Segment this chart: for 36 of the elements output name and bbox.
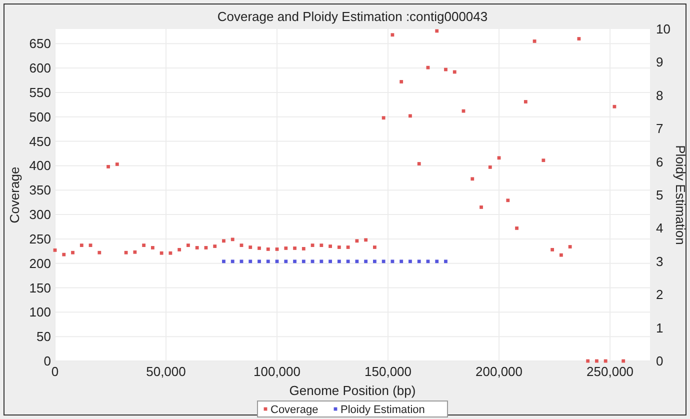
y-tick-label: 300 <box>29 207 51 222</box>
y-tick-label: 200 <box>29 256 51 271</box>
y-tick-label: 150 <box>29 280 51 296</box>
y2-tick-label: 5 <box>656 188 664 202</box>
y-tick-label: 550 <box>29 84 51 100</box>
x-tick-label: 200,000 <box>476 364 523 379</box>
y-axis-title: Coverage <box>7 166 22 224</box>
y2-tick-label: 8 <box>656 88 664 103</box>
y-tick-label: 450 <box>29 134 51 149</box>
y-tick-label: 350 <box>29 182 51 198</box>
y2-tick-label: 10 <box>656 22 670 36</box>
y2-tick-label: 4 <box>656 220 664 236</box>
y2-tick-label: 6 <box>656 154 664 170</box>
y-tick-label: 50 <box>36 329 51 344</box>
y2-axis-title: Ploidy Estimation <box>673 145 688 245</box>
y2-tick-label: 9 <box>656 54 664 70</box>
y-tick-label: 400 <box>29 158 51 174</box>
x-tick-label: 150,000 <box>364 364 412 379</box>
y2-tick-label: 2 <box>656 287 664 302</box>
y-tick-label: 650 <box>29 36 51 52</box>
y-tick-label: 600 <box>29 60 51 76</box>
y2-tick-label: 0 <box>656 354 664 368</box>
x-tick-label: 250,000 <box>586 364 634 379</box>
y-tick-label: 500 <box>29 109 51 124</box>
x-axis-title: Genome Position (bp) <box>289 383 416 398</box>
chart-title: Coverage and Ploidy Estimation :contig000043 <box>217 9 488 24</box>
y2-tick-label: 1 <box>656 320 664 336</box>
y-tick-label: 100 <box>29 304 51 320</box>
legend-label: Ploidy Estimation <box>340 404 425 416</box>
y2-tick-label: 7 <box>656 121 664 136</box>
legend-label: Coverage <box>270 404 318 416</box>
x-tick-label: 100,000 <box>254 364 301 379</box>
y-tick-label: 0 <box>44 354 51 368</box>
y-tick-label: 250 <box>29 231 51 246</box>
x-tick-label: 50,000 <box>146 364 186 379</box>
y2-tick-label: 3 <box>656 254 664 269</box>
